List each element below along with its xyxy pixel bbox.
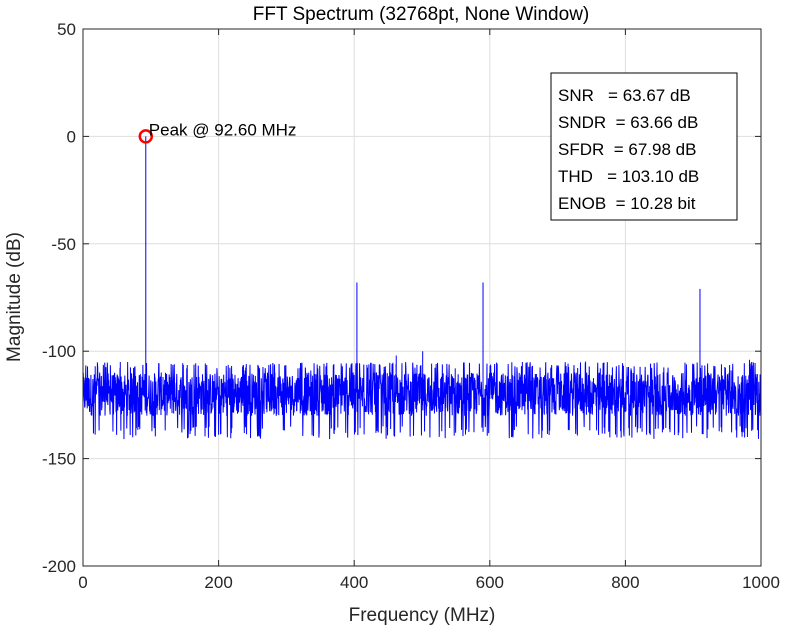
peak-label: Peak @ 92.60 MHz bbox=[149, 120, 297, 139]
stats-sndr: SNDR = 63.66 dB bbox=[558, 113, 698, 132]
y-tick-label: -100 bbox=[42, 342, 76, 361]
stats-box: SNR = 63.67 dB SNDR = 63.66 dB SFDR = 67… bbox=[550, 72, 738, 221]
y-tick-label: 50 bbox=[57, 20, 76, 39]
y-tick-label: -200 bbox=[42, 557, 76, 576]
stats-box-frame bbox=[550, 72, 738, 221]
plot-area bbox=[82, 136, 762, 566]
x-tick-label: 0 bbox=[78, 573, 87, 592]
x-axis-title: Frequency (MHz) bbox=[349, 605, 496, 626]
y-axis-title: Magnitude (dB) bbox=[4, 232, 25, 362]
stats-sfdr: SFDR = 67.98 dB bbox=[558, 140, 696, 159]
axes-frame bbox=[82, 28, 762, 567]
y-tick-label: -150 bbox=[42, 450, 76, 469]
stats-thd: THD = 103.10 dB bbox=[558, 167, 699, 186]
ticks bbox=[82, 28, 762, 567]
x-tick-label: 200 bbox=[204, 573, 232, 592]
y-tick-label: 0 bbox=[67, 127, 76, 146]
peak-marker bbox=[138, 129, 154, 144]
stats-snr: SNR = 63.67 dB bbox=[558, 86, 691, 105]
stats-enob: ENOB = 10.28 bit bbox=[558, 194, 696, 213]
x-tick-label: 1000 bbox=[742, 573, 780, 592]
tick-labels: 0 200 400 600 800 1000 -200 -150 -100 -50 0 50 bbox=[42, 20, 780, 592]
x-tick-label: 600 bbox=[476, 573, 504, 592]
spectrum-line bbox=[82, 136, 762, 566]
x-tick-label: 400 bbox=[340, 573, 368, 592]
y-tick-label: -50 bbox=[51, 235, 76, 254]
chart-title: FFT Spectrum (32768pt, None Window) bbox=[253, 4, 590, 25]
x-tick-label: 800 bbox=[611, 573, 639, 592]
